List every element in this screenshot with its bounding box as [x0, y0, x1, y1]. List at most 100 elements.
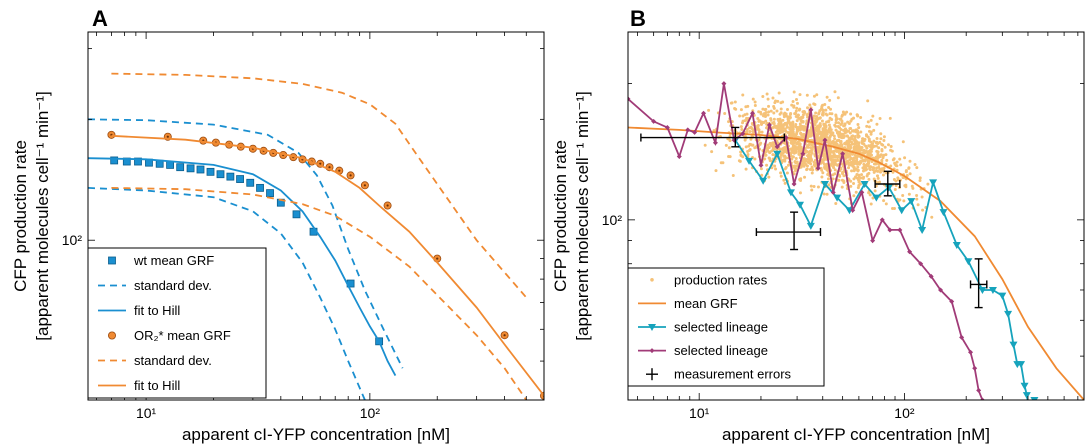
production-rate-point	[739, 150, 743, 154]
production-rate-point	[868, 153, 872, 157]
series-a-5-line	[111, 72, 527, 299]
production-rate-point	[759, 120, 763, 124]
production-rate-point	[830, 118, 834, 122]
legend-label: production rates	[674, 272, 768, 287]
production-rate-point	[792, 104, 796, 108]
legend-label: wt mean GRF	[133, 253, 214, 268]
legend-label: measurement errors	[674, 367, 792, 382]
production-rate-point	[753, 100, 757, 104]
or2-mean-grf-marker-dot	[386, 204, 389, 207]
production-rate-point	[790, 157, 794, 161]
production-rate-point	[869, 132, 873, 136]
production-rate-point	[854, 190, 858, 194]
production-rate-point	[881, 173, 885, 177]
measurement-error-1	[755, 211, 822, 251]
production-rate-point	[930, 215, 934, 219]
production-rate-point	[817, 111, 821, 115]
production-rate-point	[862, 175, 866, 179]
production-rate-point	[876, 176, 880, 180]
production-rate-point	[867, 139, 871, 143]
production-rate-point	[757, 119, 761, 123]
teal-lineage-marker	[918, 226, 927, 234]
production-rate-point	[828, 134, 832, 138]
production-rate-point	[853, 146, 857, 150]
production-rate-point	[786, 131, 790, 135]
production-rate-point	[855, 140, 859, 144]
production-rate-point	[880, 158, 884, 162]
production-rate-point	[744, 167, 748, 171]
production-rate-point	[856, 186, 860, 190]
production-rate-point	[815, 129, 819, 133]
production-rate-point	[778, 131, 782, 135]
teal-lineage-marker	[1030, 397, 1039, 400]
production-rate-point	[856, 165, 860, 169]
production-rate-point	[714, 169, 718, 173]
series-b-0-line	[628, 126, 1084, 400]
production-rate-point	[872, 139, 876, 143]
production-rate-point	[759, 110, 763, 114]
production-rate-point	[889, 144, 893, 148]
production-rate-point	[840, 185, 844, 189]
production-rate-point	[745, 112, 749, 116]
purple-lineage-marker	[976, 387, 982, 393]
production-rate-point	[812, 102, 816, 106]
production-rate-point	[784, 122, 788, 126]
production-rate-point	[903, 156, 907, 160]
panel-a: 10¹ 10² 10² apparent cI-YFP concentration […	[11, 31, 545, 444]
production-rate-point	[808, 103, 812, 107]
production-rate-point	[766, 146, 770, 150]
production-rate-point	[851, 152, 855, 156]
panel-letter-a: A	[92, 6, 108, 31]
production-rate-point	[827, 127, 831, 131]
production-rate-point	[878, 140, 882, 144]
production-rate-point	[786, 120, 790, 124]
production-rate-point	[854, 130, 858, 134]
production-rate-point	[795, 119, 799, 123]
purple-lineage-marker	[800, 151, 806, 157]
teal-lineage-marker	[964, 258, 973, 266]
production-rate-point	[843, 142, 847, 146]
production-rate-point	[785, 171, 789, 175]
purple-lineage-marker	[949, 299, 955, 305]
x-axis-label: apparent cI-YFP concentration [nM]	[722, 425, 990, 444]
production-rate-point	[748, 126, 752, 130]
production-rate-point	[779, 101, 783, 105]
production-rate-point	[835, 117, 839, 121]
legend: production rates mean GRF selected lineage…	[627, 267, 825, 387]
legend-label: mean GRF	[674, 296, 738, 311]
legend-item: production rates	[650, 272, 768, 287]
production-rate-point	[759, 141, 763, 145]
wt-mean-grf-marker	[166, 161, 174, 169]
production-rate-point	[877, 154, 881, 158]
production-rate-point	[710, 150, 714, 154]
wt-mean-grf-marker	[134, 157, 142, 166]
production-rate-point	[827, 106, 831, 110]
production-rate-point	[826, 177, 830, 181]
legend-dot-icon	[650, 278, 654, 282]
production-rate-point	[876, 150, 880, 154]
production-rate-point	[817, 124, 821, 128]
production-rate-point	[776, 99, 780, 103]
production-rate-point	[844, 156, 848, 160]
production-rate-point	[809, 184, 813, 188]
production-rate-point	[839, 123, 843, 127]
x-tick-label: 10¹	[689, 405, 710, 421]
legend-label: standard dev.	[134, 353, 212, 368]
production-rate-point	[805, 168, 809, 172]
production-rate-point	[739, 125, 743, 129]
production-rate-point	[793, 140, 797, 144]
production-rate-point	[793, 160, 797, 164]
purple-lineage-marker	[740, 131, 746, 137]
production-rate-point	[767, 156, 771, 160]
legend-label: standard dev.	[134, 278, 212, 293]
production-rate-point	[824, 124, 828, 128]
production-rate-point	[820, 119, 824, 123]
production-rate-point	[783, 181, 787, 185]
production-rate-point	[741, 155, 745, 159]
production-rate-point	[835, 149, 839, 153]
production-rate-point	[908, 159, 912, 163]
production-rate-point	[814, 134, 818, 138]
y-tick-label: 10²	[62, 232, 83, 248]
production-rate-point	[836, 121, 840, 125]
production-rate-point	[842, 180, 846, 184]
